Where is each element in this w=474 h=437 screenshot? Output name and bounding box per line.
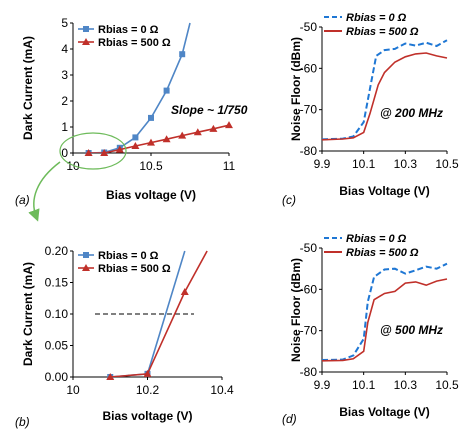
data-point-square-a [148, 114, 154, 121]
x-axis-label-b: Bias voltage (V) [102, 409, 192, 423]
legend-marker-b [82, 264, 90, 271]
x-tick-label-c: 10.5 [435, 157, 459, 171]
annotation-500mhz: @ 500 MHz [380, 323, 443, 337]
series-line-a-1 [88, 124, 230, 153]
zoom-arrow [28, 161, 61, 222]
legend-label-d: Rbias = 0 Ω [346, 233, 407, 245]
legend-label-c: Rbias = 500 Ω [346, 26, 419, 38]
x-tick-label-b: 10.4 [210, 383, 234, 397]
x-axis-label-a: Bias voltage (V) [106, 188, 196, 202]
legend-marker-b [83, 252, 89, 258]
zoom-ellipse [59, 132, 127, 170]
series-line-c-1 [322, 52, 448, 141]
legend-label-b: Rbias = 500 Ω [98, 263, 171, 275]
legend-label-c: Rbias = 0 Ω [346, 12, 407, 24]
y-tick-label-d: -60 [300, 282, 318, 296]
data-point-triangle-a [115, 145, 124, 153]
y-tick-label-c: -60 [300, 61, 318, 75]
data-point-triangle-a [178, 131, 187, 139]
panel-label-c: (c) [282, 193, 296, 207]
y-tick-label-a: 4 [61, 42, 68, 56]
y-axis-label-b: Dark Current (mA) [21, 262, 35, 366]
data-point-triangle-b [106, 373, 115, 380]
y-tick-label-b: 0.15 [45, 276, 69, 290]
y-tick-label-c: -50 [300, 20, 318, 34]
data-point-triangle-a [84, 149, 93, 156]
x-tick-label-d: 10.3 [394, 378, 418, 392]
y-tick-label-d: -80 [300, 365, 318, 379]
y-tick-label-a: 5 [61, 16, 68, 30]
chart-d: -80 -70 -60 -50 9.9 10.1 10.3 10.5 Bias Voltage … [289, 233, 459, 419]
data-point-square-a [163, 87, 170, 94]
data-point-square-a [179, 51, 186, 58]
x-tick-label-c: 9.9 [314, 157, 331, 171]
series-line-d-0 [322, 262, 448, 361]
legend-label-a: Rbias = 500 Ω [98, 37, 171, 49]
y-tick-label-b: 0.00 [45, 370, 69, 384]
y-tick-label-a: 0 [61, 146, 68, 160]
legend-label-d: Rbias = 500 Ω [346, 247, 419, 259]
y-tick-label-a: 3 [61, 68, 68, 82]
y-axis-label-a: Dark Current (mA) [21, 36, 35, 140]
chart-c: -80 -70 -60 -50 9.9 10.1 10.3 10.5 Bias Voltage … [289, 12, 459, 198]
y-tick-label-b: 0.20 [45, 244, 69, 258]
series-line-b-1 [110, 250, 208, 377]
x-axis-label-d: Bias Voltage (V) [339, 405, 429, 419]
y-tick-label-d: -70 [300, 324, 318, 338]
data-point-triangle-a [131, 141, 140, 149]
x-tick-label-d: 10.1 [352, 378, 376, 392]
y-tick-label-a: 1 [61, 120, 68, 134]
y-tick-label-d: -50 [300, 241, 318, 255]
data-point-triangle-a [193, 128, 202, 136]
panel-label-a: (a) [15, 193, 30, 207]
x-tick-label-b: 10 [66, 383, 80, 397]
data-point-triangle-a [162, 135, 171, 143]
y-tick-label-b: 0.10 [45, 307, 69, 321]
legend-marker-a [82, 38, 90, 45]
x-tick-label-a: 11 [223, 159, 236, 173]
x-tick-label-c: 10.1 [352, 157, 376, 171]
series-line-c-0 [322, 39, 448, 141]
annotation-200mhz: @ 200 MHz [380, 106, 443, 120]
legend-marker-a [83, 26, 89, 32]
legend-label-a: Rbias = 0 Ω [98, 24, 159, 36]
data-point-triangle-b [180, 287, 189, 295]
data-point-triangle-a [209, 124, 218, 132]
data-point-triangle-a [100, 149, 109, 156]
x-tick-label-b: 10.2 [136, 383, 160, 397]
data-point-triangle-b [143, 369, 152, 377]
x-axis-label-c: Bias Voltage (V) [339, 184, 429, 198]
panel-label-b: (b) [15, 415, 30, 429]
x-tick-label-d: 10.5 [435, 378, 459, 392]
annotation-slope: Slope ~ 1/750 [171, 103, 248, 117]
y-axis-label-c: Noise Floor (dBm) [289, 37, 303, 141]
y-tick-label-b: 0.05 [45, 339, 69, 353]
x-tick-label-a: 10.5 [139, 159, 163, 173]
series-line-d-1 [322, 278, 448, 362]
data-point-square-a [132, 134, 139, 141]
y-tick-label-a: 2 [61, 94, 68, 108]
x-tick-label-c: 10.3 [394, 157, 418, 171]
y-tick-label-c: -80 [300, 144, 318, 158]
legend-label-b: Rbias = 0 Ω [98, 250, 159, 262]
chart-b: 0.00 0.05 0.10 0.15 0.20 10 10.2 10.4 Bias volta… [21, 244, 234, 423]
y-tick-label-c: -70 [300, 103, 318, 117]
x-tick-label-d: 9.9 [314, 378, 331, 392]
data-point-triangle-a [225, 121, 233, 129]
y-axis-label-d: Noise Floor (dBm) [289, 258, 303, 362]
data-point-triangle-a [147, 138, 155, 146]
panel-label-d: (d) [282, 412, 297, 426]
